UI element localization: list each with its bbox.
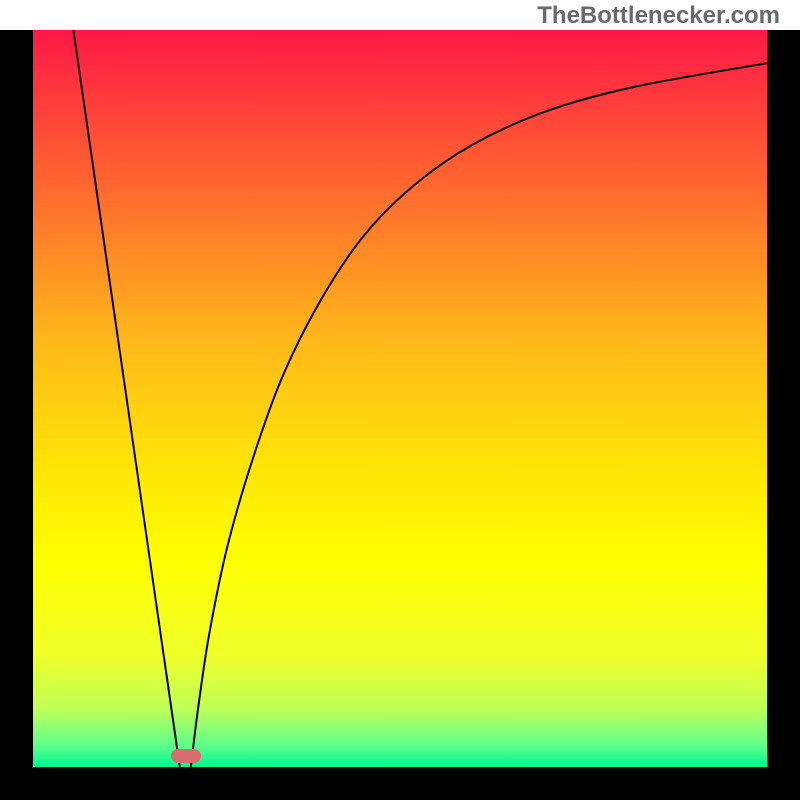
curve-right-segment	[191, 63, 767, 767]
chart-curve	[0, 0, 800, 800]
frame-border-right	[767, 30, 800, 800]
frame-border-left	[0, 30, 33, 800]
chart-frame: TheBottlenecker.com	[0, 0, 800, 800]
watermark-text: TheBottlenecker.com	[537, 2, 780, 30]
curve-left-segment	[73, 30, 179, 767]
bottleneck-marker	[171, 749, 201, 763]
frame-border-bottom	[0, 767, 800, 800]
